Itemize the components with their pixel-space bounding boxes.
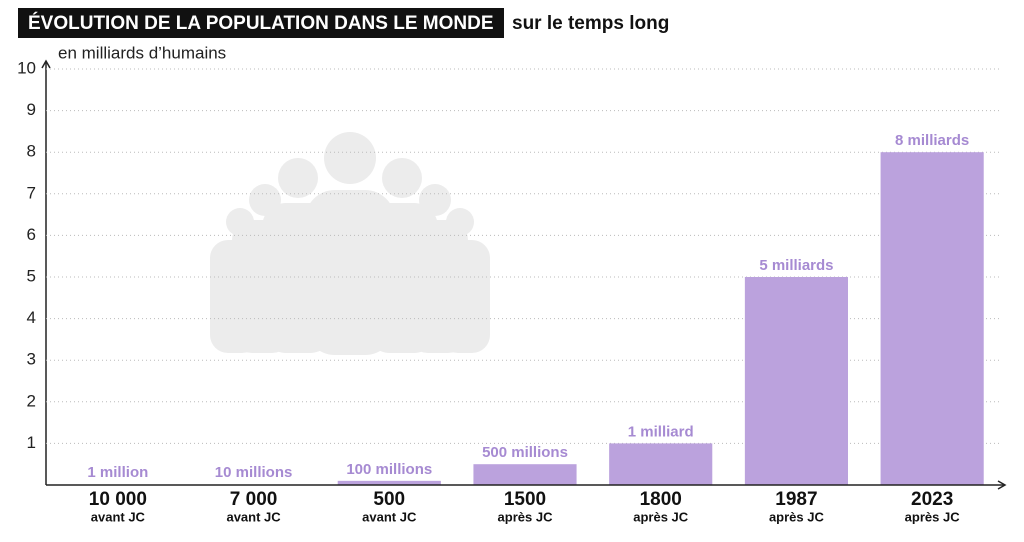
y-axis-label: en milliards d’humains [58,43,226,62]
x-tick-label: 2023 [911,489,953,510]
x-tick-sublabel: avant JC [226,509,281,524]
y-tick-label: 10 [17,58,36,77]
y-tick-label: 6 [27,225,36,244]
people-icon [210,132,490,355]
y-tick-label: 9 [27,100,36,119]
value-label: 10 millions [215,464,293,481]
x-tick-label: 10 000 [89,489,147,510]
y-tick-label: 3 [27,350,36,369]
x-tick-label: 1987 [775,489,817,510]
y-tick-label: 1 [27,433,36,452]
x-tick-label: 7 000 [230,489,278,510]
chart-title: ÉVOLUTION DE LA POPULATION DANS LE MONDE [28,12,494,34]
chart-subtitle: sur le temps long [512,13,669,34]
x-tick-sublabel: avant JC [362,509,417,524]
y-tick-label: 4 [27,308,36,327]
x-tick-sublabel: après JC [633,509,689,524]
value-label: 8 milliards [895,132,969,149]
y-tick-label: 5 [27,266,36,285]
x-tick-label: 500 [373,489,405,510]
bar [473,464,576,485]
value-label: 1 milliard [628,423,694,440]
bar [609,443,712,485]
x-tick-label: 1800 [640,489,682,510]
x-tick-sublabel: avant JC [91,509,146,524]
y-tick-label: 7 [27,183,36,202]
x-tick-label: 1500 [504,489,546,510]
y-tick-label: 8 [27,142,36,161]
x-tick-sublabel: après JC [905,509,961,524]
value-label: 100 millions [346,461,432,478]
bar [881,152,984,485]
value-label: 1 million [87,464,148,481]
y-tick-label: 2 [27,391,36,410]
value-label: 500 millions [482,444,568,461]
x-tick-sublabel: après JC [498,509,554,524]
bar [745,277,848,485]
x-tick-sublabel: après JC [769,509,825,524]
value-label: 5 milliards [759,257,833,274]
